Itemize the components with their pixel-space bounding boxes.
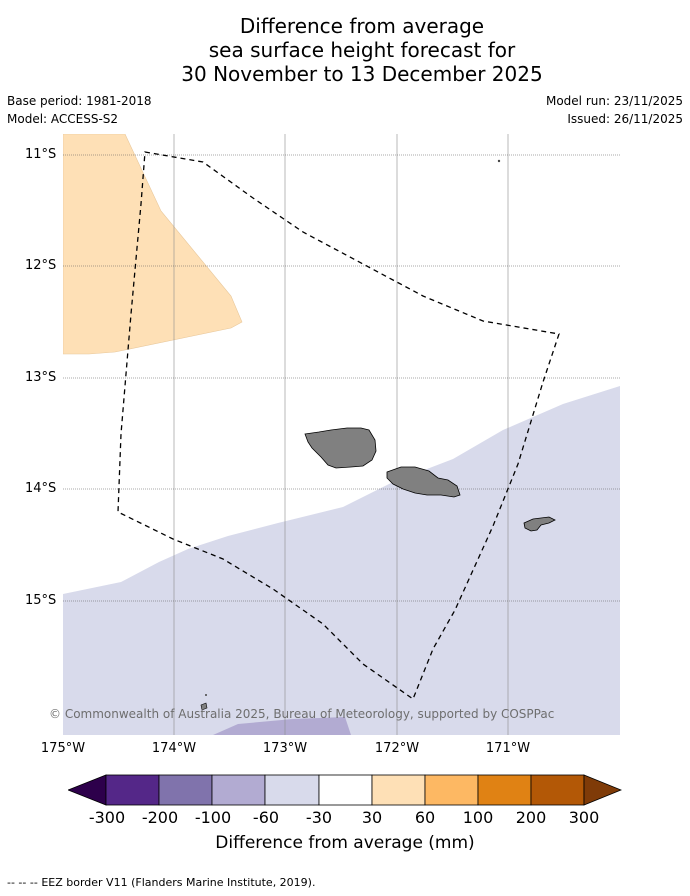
colorbar-segment	[211, 774, 266, 806]
islet-north	[497, 159, 501, 163]
copyright-notice: © Commonwealth of Australia 2025, Bureau…	[49, 707, 555, 721]
issued-date: Issued: 26/11/2025	[567, 112, 683, 126]
model-name: Model: ACCESS-S2	[7, 112, 119, 126]
colorbar-tick: 30	[361, 808, 383, 827]
colorbar-segment	[530, 774, 585, 806]
tutuila-island	[523, 516, 556, 532]
model-run: Model run: 23/11/2025	[545, 94, 683, 108]
meridian-lines	[173, 134, 509, 735]
title-line-2: sea surface height forecast for	[208, 38, 516, 62]
colorbar-extend-low	[66, 774, 107, 806]
colorbar-segment	[424, 774, 479, 806]
colorbar-segment	[105, 774, 160, 806]
savaii-island	[304, 427, 377, 469]
eez-legend: -- -- -- EEZ border V11 (Flanders Marine…	[7, 876, 315, 889]
colorbar-segment	[264, 774, 320, 806]
eez-legend-symbol: -- -- --	[7, 876, 38, 889]
colorbar-tick: -30	[305, 808, 333, 827]
map-panel[interactable]	[62, 133, 620, 735]
lon-label: 171°W	[485, 741, 531, 756]
colorbar-title: Difference from average (mm)	[215, 833, 475, 853]
colorbar-tick: 100	[462, 808, 494, 827]
title-line-1: Difference from average	[239, 14, 485, 38]
positive-anomaly-region	[62, 133, 243, 355]
lat-label: 14°S	[25, 481, 57, 496]
lon-label: 175°W	[40, 741, 86, 756]
negative-anomaly-region	[63, 386, 620, 735]
base-period: Base period: 1981-2018	[7, 94, 152, 108]
upolu-island	[386, 466, 461, 498]
lat-label: 15°S	[25, 593, 57, 608]
colorbar-tick: 60	[414, 808, 436, 827]
map-svg	[62, 133, 620, 735]
strong-negative-patch	[213, 717, 351, 735]
parallel-lines	[63, 154, 620, 602]
small-island-south	[200, 702, 208, 711]
colorbar-extend-high	[583, 774, 623, 806]
colorbar-segment	[158, 774, 213, 806]
lat-label: 11°S	[25, 147, 57, 162]
lon-label: 172°W	[374, 741, 420, 756]
eez-legend-text: EEZ border V11 (Flanders Marine Institut…	[41, 876, 316, 889]
eez-border	[117, 151, 560, 701]
colorbar-tick: 300	[568, 808, 600, 827]
lon-label: 173°W	[262, 741, 308, 756]
colorbar-segment	[371, 774, 426, 806]
colorbar-tick: 200	[515, 808, 547, 827]
lat-label: 13°S	[25, 370, 57, 385]
colorbar-tick: -100	[194, 808, 232, 827]
title-line-3: 30 November to 13 December 2025	[181, 62, 543, 86]
colorbar	[66, 774, 623, 806]
lat-label: 12°S	[25, 258, 57, 273]
colorbar-tick: -200	[141, 808, 179, 827]
map-title: Difference from average sea surface heig…	[0, 14, 690, 86]
lon-label: 174°W	[151, 741, 197, 756]
colorbar-segment	[318, 774, 373, 806]
colorbar-segment	[477, 774, 532, 806]
colorbar-tick: -300	[88, 808, 126, 827]
islet-south	[205, 694, 207, 696]
colorbar-tick: -60	[252, 808, 280, 827]
